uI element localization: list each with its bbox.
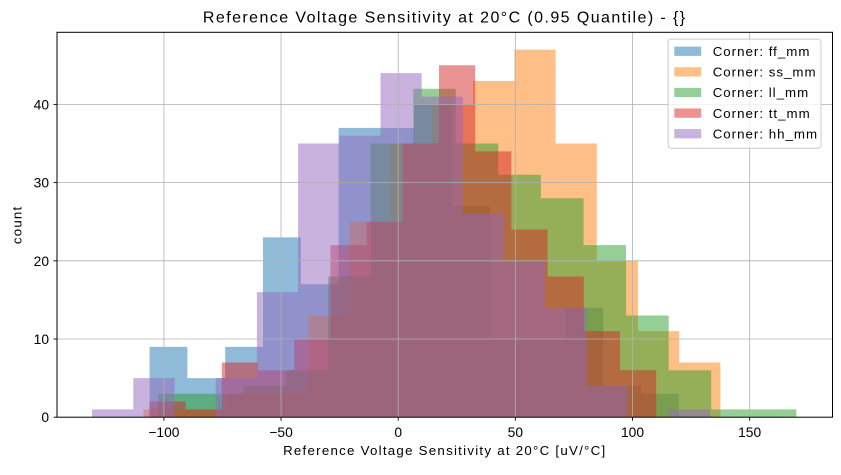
svg-text:Corner: hh_mm: Corner: hh_mm — [713, 126, 818, 141]
svg-text:100: 100 — [621, 425, 644, 440]
svg-text:10: 10 — [34, 332, 50, 347]
svg-text:40: 40 — [34, 97, 50, 112]
svg-text:0: 0 — [394, 425, 402, 440]
svg-text:Corner: tt_mm: Corner: tt_mm — [713, 106, 811, 121]
svg-text:0: 0 — [41, 410, 49, 425]
svg-text:−100: −100 — [148, 425, 179, 440]
svg-text:20: 20 — [34, 254, 50, 269]
svg-text:count: count — [9, 206, 24, 245]
svg-text:Corner: ll_mm: Corner: ll_mm — [713, 85, 810, 100]
svg-text:Reference Voltage Sensitivity: Reference Voltage Sensitivity at 20°C (0… — [203, 10, 687, 27]
svg-text:−50: −50 — [269, 425, 293, 440]
svg-text:50: 50 — [508, 425, 524, 440]
svg-text:150: 150 — [738, 425, 761, 440]
svg-text:Corner: ff_mm: Corner: ff_mm — [713, 44, 811, 59]
svg-text:30: 30 — [34, 176, 50, 191]
svg-text:Corner: ss_mm: Corner: ss_mm — [713, 65, 817, 80]
svg-text:Reference Voltage Sensitivity: Reference Voltage Sensitivity at 20°C [u… — [283, 443, 606, 458]
